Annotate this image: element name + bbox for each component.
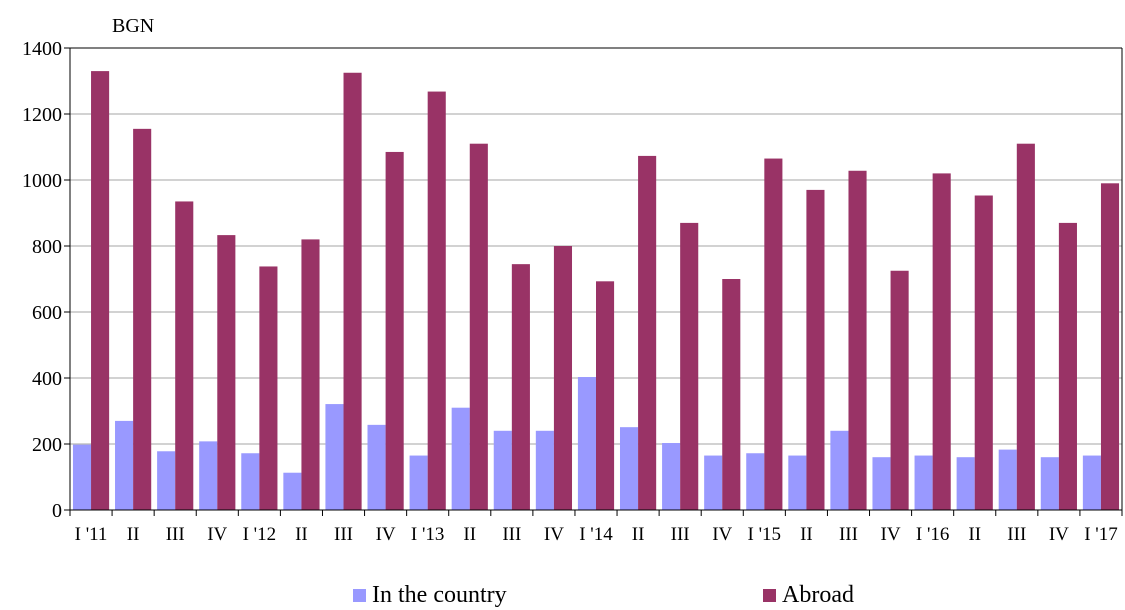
bar-abroad: [890, 270, 909, 510]
bar-abroad: [1016, 143, 1035, 510]
bar-abroad: [680, 222, 699, 510]
x-tick-label: II: [968, 524, 981, 545]
bar-in-the-country: [914, 455, 933, 510]
bar-abroad: [806, 189, 825, 510]
x-tick-label: II: [127, 524, 140, 545]
x-tick-label: I '14: [579, 524, 613, 545]
bar-abroad: [133, 128, 152, 510]
bar-abroad: [217, 235, 236, 511]
x-tick-label: I '15: [748, 524, 782, 545]
y-tick-label: 1400: [22, 38, 62, 60]
x-tick-label: III: [671, 524, 690, 545]
y-tick-label: 200: [32, 434, 62, 456]
y-tick-label: 600: [32, 302, 62, 324]
legend-swatch-in-the-country: [353, 589, 366, 602]
legend-item-in-the-country: In the country: [353, 582, 507, 609]
legend-label-abroad: Abroad: [782, 582, 854, 608]
legend-item-abroad: Abroad: [763, 582, 854, 609]
bar-abroad: [1058, 222, 1077, 510]
bar-in-the-country: [115, 420, 134, 510]
legend-swatch-abroad: [763, 589, 776, 602]
y-tick-labels: 0 200 400 600 800 1000 1200 1400: [22, 38, 70, 522]
x-tick-label: IV: [1049, 524, 1069, 545]
legend-label-in-the-country: In the country: [372, 582, 507, 608]
bar-in-the-country: [788, 455, 807, 510]
y-tick-label: 1200: [22, 104, 62, 126]
bar-in-the-country: [493, 430, 512, 510]
bar-abroad: [175, 201, 194, 510]
bar-abroad: [301, 239, 320, 510]
x-tick-label: III: [166, 524, 185, 545]
bar-in-the-country: [746, 453, 765, 510]
bar-abroad: [553, 246, 573, 510]
y-tick-label: 800: [32, 236, 62, 258]
x-tick-label: I '13: [411, 524, 445, 545]
x-tick-label: III: [502, 524, 521, 545]
bar-abroad: [974, 195, 993, 510]
bar-in-the-country: [409, 455, 428, 510]
bar-abroad: [1100, 183, 1120, 511]
bar-abroad: [343, 72, 362, 510]
bar-in-the-country: [577, 377, 596, 510]
bar-abroad: [722, 279, 741, 510]
x-tick-label: II: [463, 524, 476, 545]
bar-in-the-country: [283, 472, 302, 510]
x-tick-label: II: [295, 524, 308, 545]
x-tick-label: I '16: [916, 524, 950, 545]
bar-abroad: [596, 281, 615, 510]
x-tick-labels: I '11 II III IV I '12 II III IV I '13 II III IV I '1…: [75, 524, 1118, 545]
x-tick-label: I '12: [243, 524, 277, 545]
bars: [72, 71, 1120, 511]
x-tick-label: IV: [544, 524, 564, 545]
axes: [69, 47, 1123, 516]
bar-in-the-country: [535, 430, 554, 510]
x-tick-label: III: [334, 524, 353, 545]
y-tick-label: 400: [32, 368, 62, 390]
bar-abroad: [91, 71, 110, 510]
bar-in-the-country: [619, 427, 639, 510]
bar-in-the-country: [998, 449, 1017, 510]
bar-in-the-country: [72, 444, 92, 510]
bar-in-the-country: [367, 424, 386, 510]
bar-abroad: [469, 143, 488, 510]
y-tick-label: 1000: [22, 170, 62, 192]
x-tick-label: IV: [712, 524, 732, 545]
x-tick-label: IV: [207, 524, 227, 545]
bar-in-the-country: [830, 430, 849, 510]
bar-in-the-country: [872, 457, 891, 510]
bar-abroad: [848, 170, 867, 510]
bar-abroad: [764, 158, 783, 511]
y-tick-label: 0: [52, 500, 62, 522]
y-axis-unit-label: BGN: [112, 15, 154, 37]
bar-abroad: [259, 266, 278, 510]
x-tick-label: IV: [881, 524, 901, 545]
bar-in-the-country: [1082, 455, 1101, 510]
x-tick-label: IV: [376, 524, 396, 545]
bar-in-the-country: [199, 441, 218, 510]
x-tick-label: II: [800, 524, 813, 545]
bar-in-the-country: [956, 457, 975, 510]
bar-in-the-country: [451, 407, 470, 510]
x-tick-label: I '17: [1084, 524, 1118, 545]
x-tick-label: I '11: [75, 524, 108, 545]
bar-in-the-country: [325, 404, 344, 510]
bar-in-the-country: [662, 443, 681, 510]
bar-abroad: [932, 173, 951, 510]
bar-abroad: [638, 155, 657, 510]
bar-in-the-country: [241, 453, 260, 510]
bar-in-the-country: [1040, 457, 1059, 510]
x-tick-label: III: [839, 524, 858, 545]
bar-abroad: [427, 91, 446, 510]
bar-in-the-country: [157, 451, 176, 510]
bar-in-the-country: [704, 455, 723, 510]
bar-abroad: [511, 264, 530, 510]
bar-abroad: [385, 151, 404, 510]
legend: In the country Abroad: [0, 582, 1125, 610]
x-tick-label: II: [632, 524, 645, 545]
x-tick-label: III: [1007, 524, 1026, 545]
